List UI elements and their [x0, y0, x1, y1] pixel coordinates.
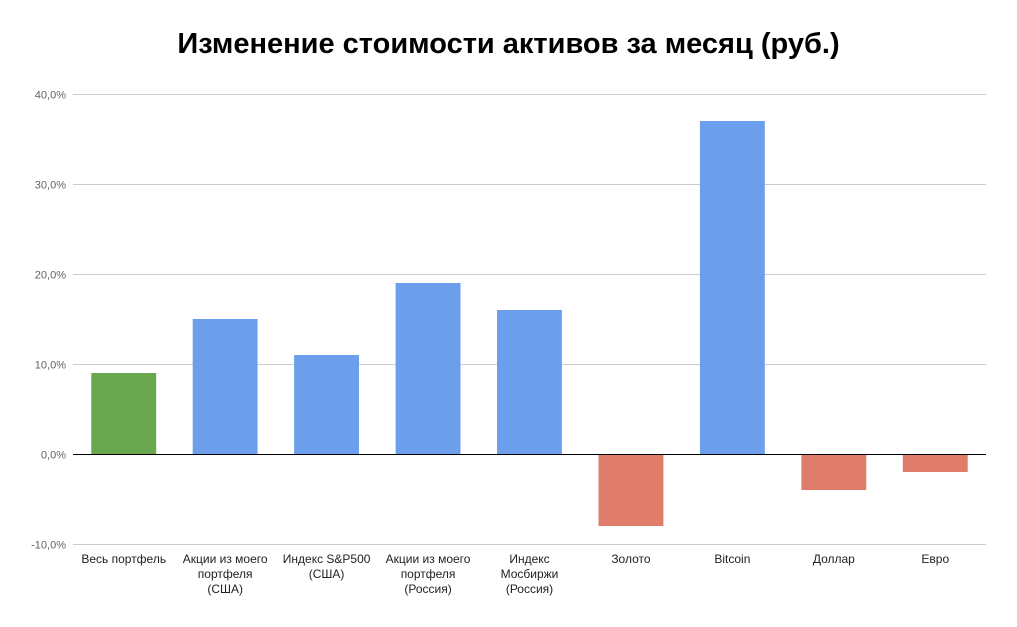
y-tick-label: 20,0% — [35, 270, 66, 282]
bar — [902, 454, 968, 472]
x-tick-label: Золото — [611, 552, 651, 566]
y-tick-label: 40,0% — [35, 90, 66, 102]
bar — [395, 283, 461, 454]
bar — [192, 319, 258, 454]
bar — [497, 310, 562, 454]
bar — [91, 373, 157, 454]
x-tick-label: Индекс Мосбиржи (Россия) — [501, 552, 559, 596]
x-tick-label: Bitcoin — [714, 552, 750, 566]
y-tick-label: 0,0% — [41, 450, 66, 462]
y-tick-label: 10,0% — [35, 360, 66, 372]
bar — [699, 121, 765, 454]
chart-title: Изменение стоимости активов за месяц (ру… — [177, 28, 840, 60]
x-tick-label: Евро — [921, 552, 949, 566]
x-tick-label: Акции из моего портфеля (США) — [183, 552, 268, 596]
bar — [294, 355, 359, 454]
x-tick-label: Индекс S&P500 (США) — [283, 552, 371, 581]
y-tick-label: 30,0% — [35, 180, 66, 192]
y-tick-label: -10,0% — [31, 540, 66, 552]
x-tick-label: Доллар — [813, 552, 855, 566]
bar — [801, 454, 867, 490]
x-tick-label: Весь портфель — [81, 552, 166, 566]
x-tick-label: Акции из моего портфеля (Россия) — [386, 552, 471, 596]
bar — [598, 454, 664, 526]
